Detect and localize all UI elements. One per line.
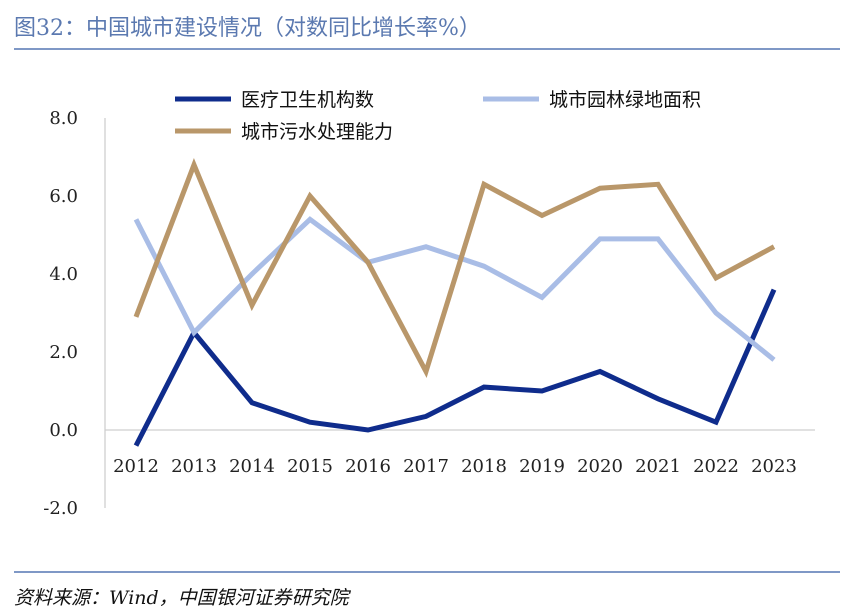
x-tick-label: 2014 [229,456,275,477]
footer-divider [14,571,840,573]
x-tick-label: 2012 [113,456,159,477]
y-tick-label: 4.0 [49,264,78,285]
page-title: 图32：中国城市建设情况（对数同比增长率%） [14,16,481,41]
y-tick-label: -2.0 [43,498,78,519]
x-tick-label: 2015 [287,456,333,477]
chart-series [133,158,777,447]
x-tick-label: 2021 [635,456,681,477]
y-tick-label: 6.0 [49,186,78,207]
x-tick-label: 2023 [751,456,797,477]
y-tick-label: 2.0 [49,342,78,363]
chart-axes: -2.0 0.0 2.0 4.0 6.0 8.0 2012 2013 2014 2015 2016 2… [43,108,815,519]
source-note: 资料来源：Wind，中国银河证券研究院 [14,587,349,609]
x-tick-label: 2018 [461,456,507,477]
x-tick-label: 2013 [171,456,217,477]
title-divider [14,48,840,50]
legend-label-0: 医疗卫生机构数 [241,89,374,111]
legend-label-2: 城市污水处理能力 [241,121,393,143]
legend-label-1: 城市园林绿地面积 [549,89,701,111]
series-line-2 [133,158,776,378]
x-tick-label: 2017 [403,456,449,477]
series-line-0 [133,288,777,447]
x-tick-label: 2022 [693,456,739,477]
y-tick-label: 8.0 [49,108,78,129]
x-tick-label: 2016 [345,456,391,477]
y-tick-label: 0.0 [49,420,78,441]
x-tick-label: 2019 [519,456,565,477]
series-line-1 [133,216,776,362]
x-tick-label: 2020 [577,456,623,477]
